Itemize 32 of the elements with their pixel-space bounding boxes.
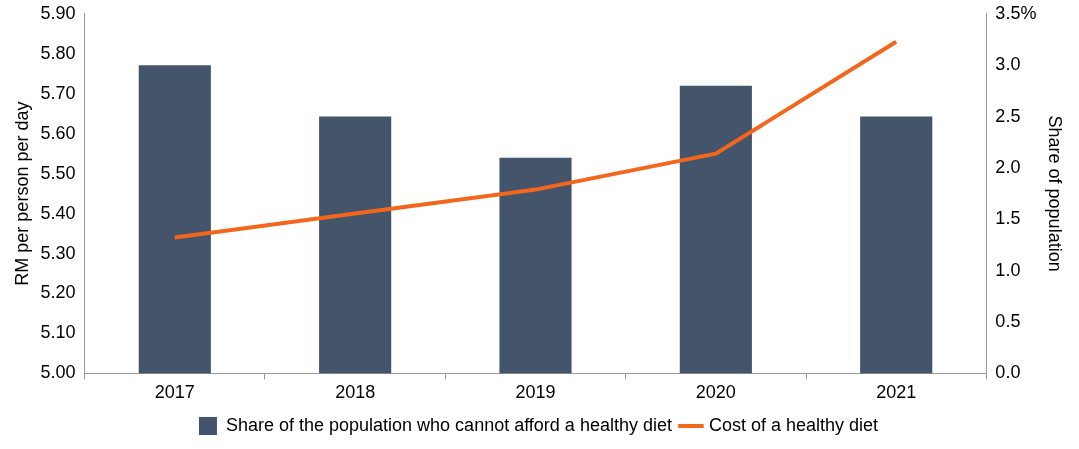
y-tick-label: 5.70 <box>40 82 76 103</box>
y-tick-label: 5.90 <box>40 2 76 23</box>
y-tick-label: 5.80 <box>40 42 76 63</box>
legend-label: Share of the population who cannot afford a healthy diet <box>225 414 672 435</box>
bar <box>860 116 933 374</box>
y2-tick-label: 0.5 <box>995 311 1021 331</box>
x-tick-label: 2017 <box>154 382 195 403</box>
y2-axis-title: Share of population <box>1045 115 1066 272</box>
y-tick-label: 5.40 <box>40 202 76 223</box>
y2-tick-label: 0.0 <box>995 362 1021 383</box>
y-tick-label: 5.50 <box>40 162 76 183</box>
y2-tick-label: 1.5 <box>995 208 1021 229</box>
y2-tick-label: 1.0 <box>995 259 1021 280</box>
y-tick-label: 5.30 <box>40 242 76 263</box>
y-tick-label: 5.00 <box>40 362 76 383</box>
x-tick-label: 2018 <box>335 382 376 403</box>
bar <box>499 157 572 374</box>
y-tick-label: 5.60 <box>40 122 76 143</box>
bar <box>319 116 392 374</box>
bar <box>679 85 752 374</box>
y2-tick-label: 2.5 <box>995 105 1021 126</box>
x-tick-label: 2019 <box>515 382 556 403</box>
y-tick-label: 5.20 <box>40 282 76 303</box>
bar <box>138 65 211 374</box>
legend-label: Cost of a healthy diet <box>708 414 879 435</box>
y-axis-title: RM per person per day <box>11 101 32 286</box>
y2-tick-label: 3.5% <box>995 2 1037 23</box>
y-tick-label: 5.10 <box>40 322 76 343</box>
y2-tick-label: 2.0 <box>995 156 1021 177</box>
x-tick-label: 2020 <box>695 382 736 403</box>
y2-tick-label: 3.0 <box>995 54 1021 75</box>
x-tick-label: 2021 <box>876 382 917 403</box>
